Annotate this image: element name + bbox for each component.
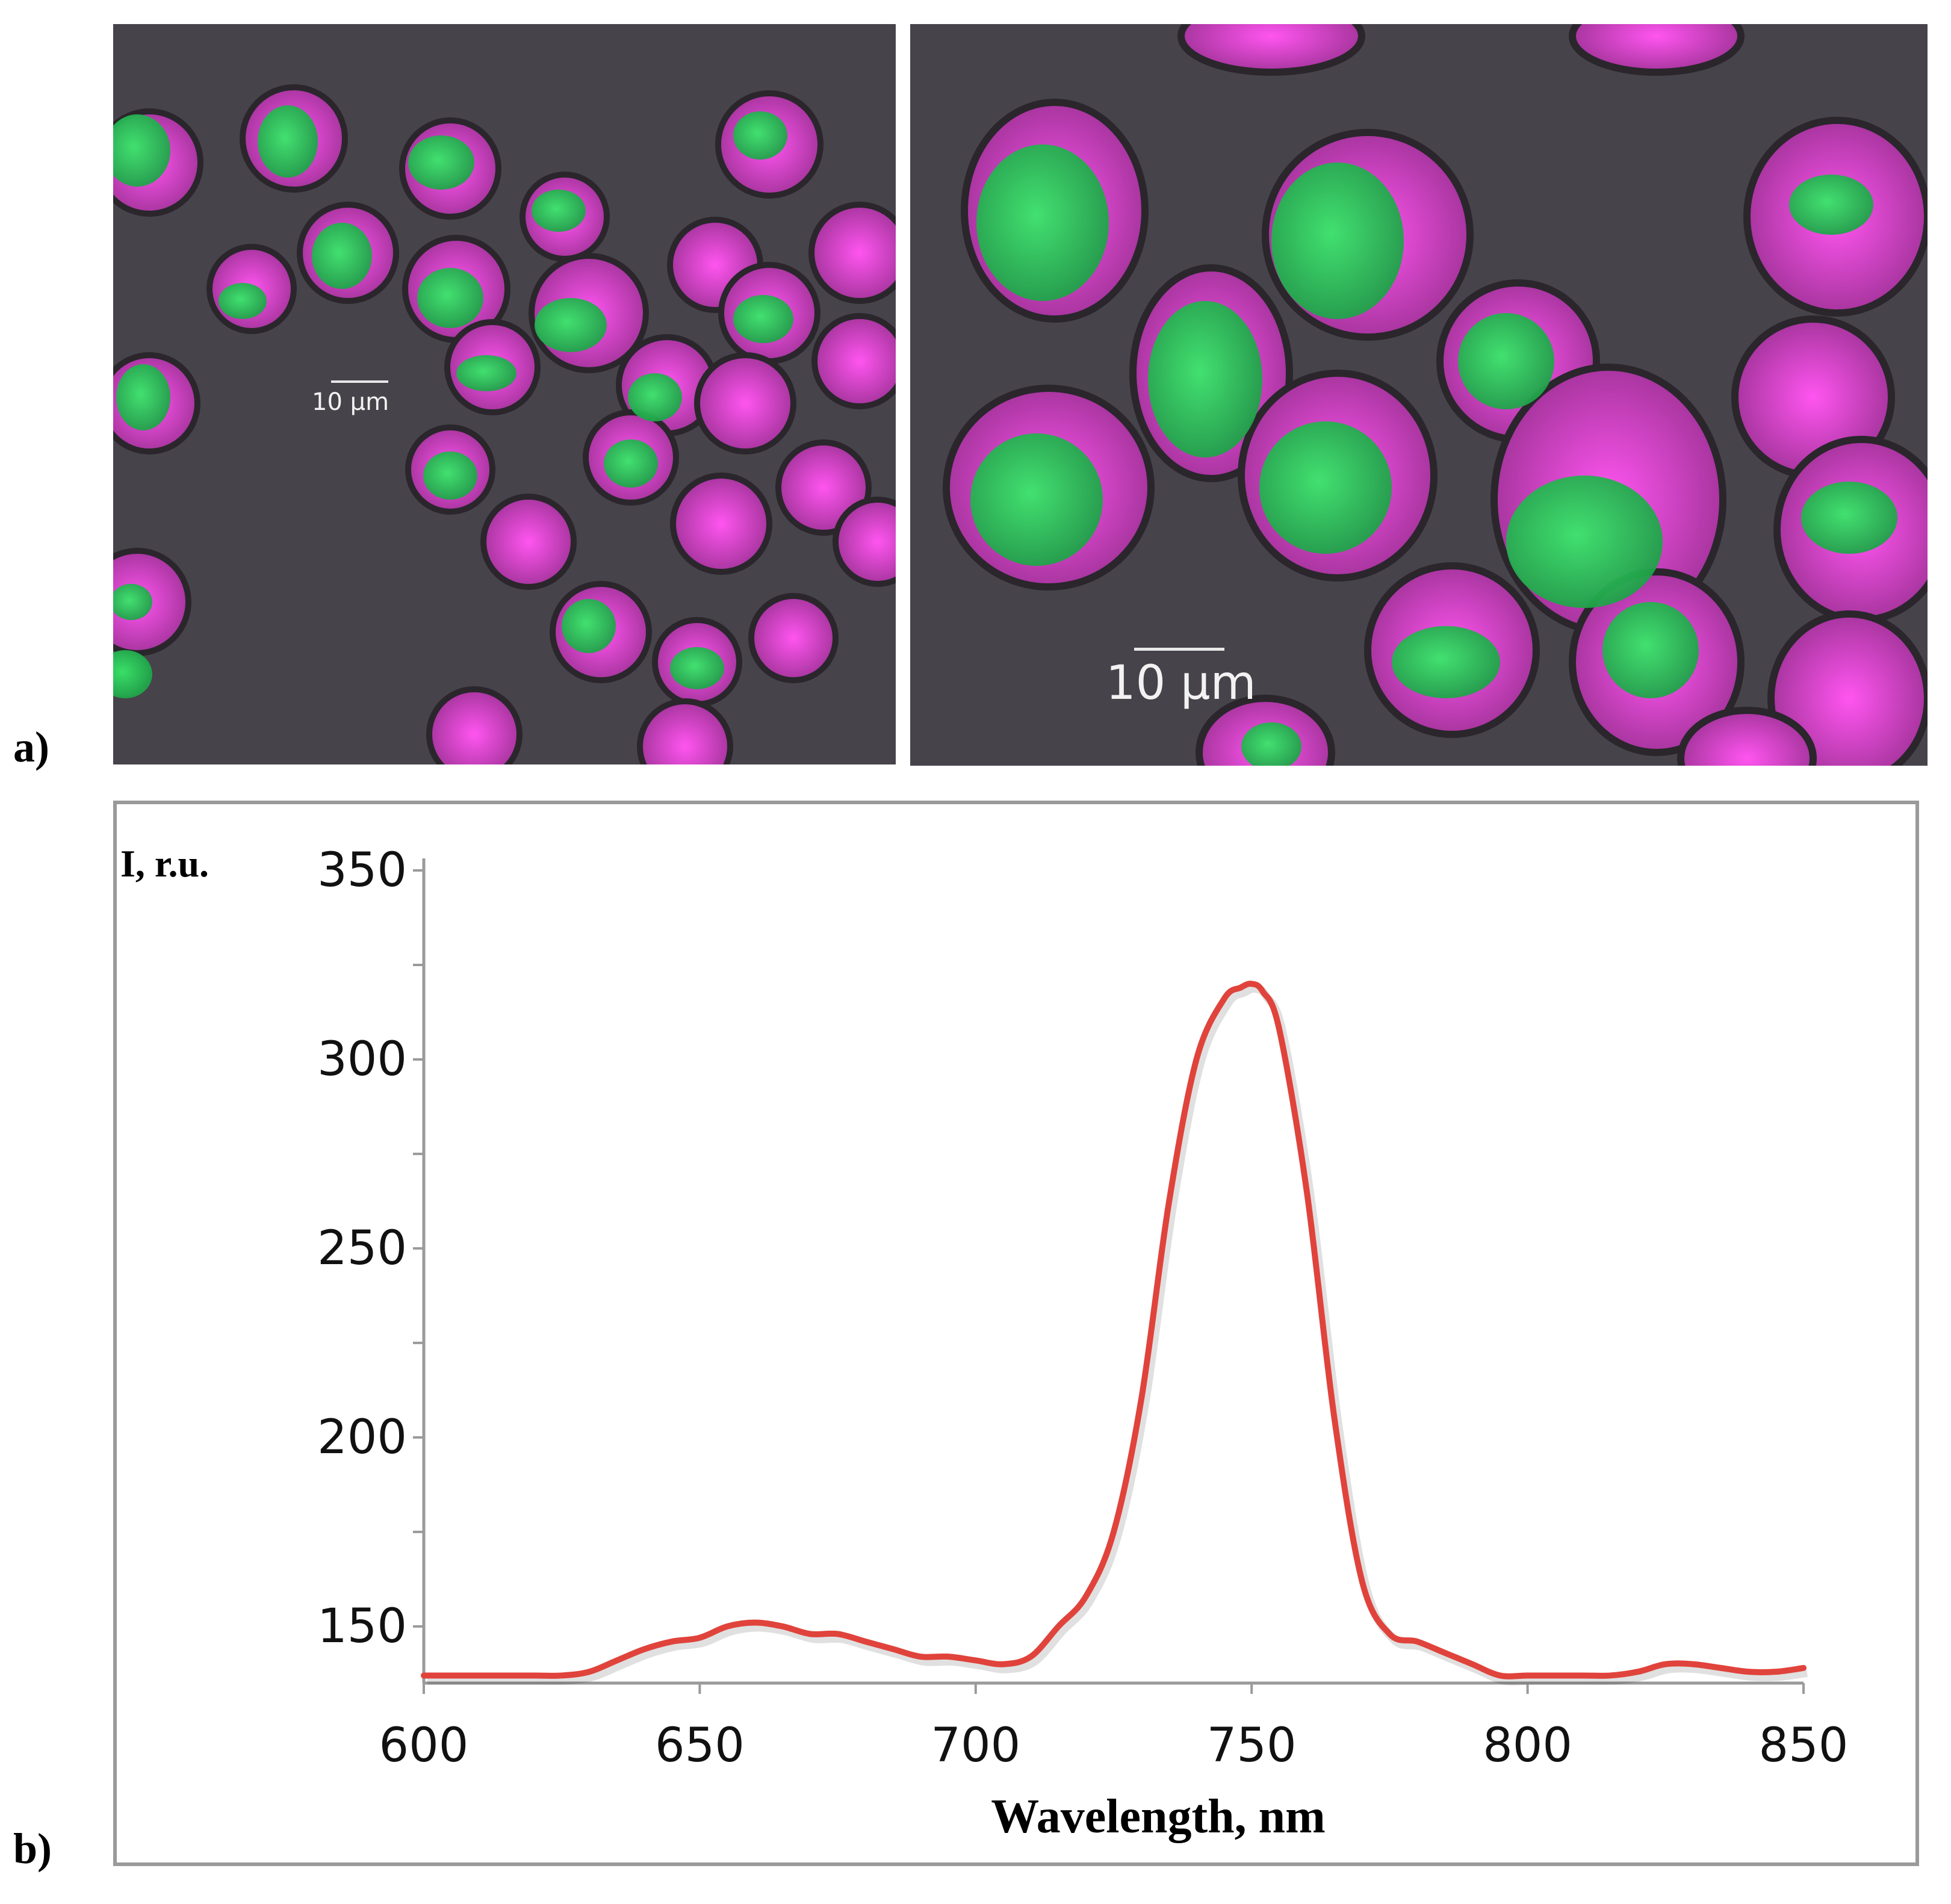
scale-bar-label-left: 10 μm xyxy=(312,388,389,416)
scale-bar-left xyxy=(331,380,388,383)
chart-series xyxy=(421,981,1808,1685)
series-line-shadow xyxy=(427,984,1808,1685)
y-tick-label: 150 xyxy=(317,1599,407,1654)
x-tick-label: 750 xyxy=(1207,1719,1297,1773)
x-tick-label: 600 xyxy=(379,1719,469,1773)
y-axis-label: I, r.u. xyxy=(120,842,209,885)
y-tick-label: 200 xyxy=(317,1410,407,1465)
y-tick-label: 300 xyxy=(317,1032,407,1087)
y-tick-label: 250 xyxy=(317,1221,407,1276)
cells-image-left xyxy=(113,24,896,764)
micrograph-right: 10 μm xyxy=(910,24,1928,766)
panel-label-b: b) xyxy=(13,1825,52,1873)
x-tick-label: 700 xyxy=(931,1719,1020,1773)
chart-ticks: 600 650 700 750 800 850 150 200 250 300 350 xyxy=(317,843,1848,1773)
x-tick-label: 800 xyxy=(1483,1719,1572,1773)
x-axis-label: Wavelength, nm xyxy=(991,1790,1326,1843)
scale-bar-right xyxy=(1134,648,1224,651)
series-line xyxy=(421,981,1807,1679)
chart-panel: 600 650 700 750 800 850 150 200 250 300 350 I, r.u… xyxy=(113,801,1919,1866)
x-tick-label: 650 xyxy=(655,1719,745,1773)
spectrum-chart: 600 650 700 750 800 850 150 200 250 300 350 I, r.u… xyxy=(120,842,1848,1843)
cells-image-right xyxy=(910,24,1928,766)
scale-bar-label-right: 10 μm xyxy=(1106,656,1256,710)
x-tick-label: 850 xyxy=(1759,1719,1849,1773)
panel-label-a: a) xyxy=(13,723,49,771)
chart-axes xyxy=(422,858,1804,1685)
micrograph-left: 10 μm xyxy=(113,24,896,764)
y-tick-label: 350 xyxy=(317,843,407,898)
